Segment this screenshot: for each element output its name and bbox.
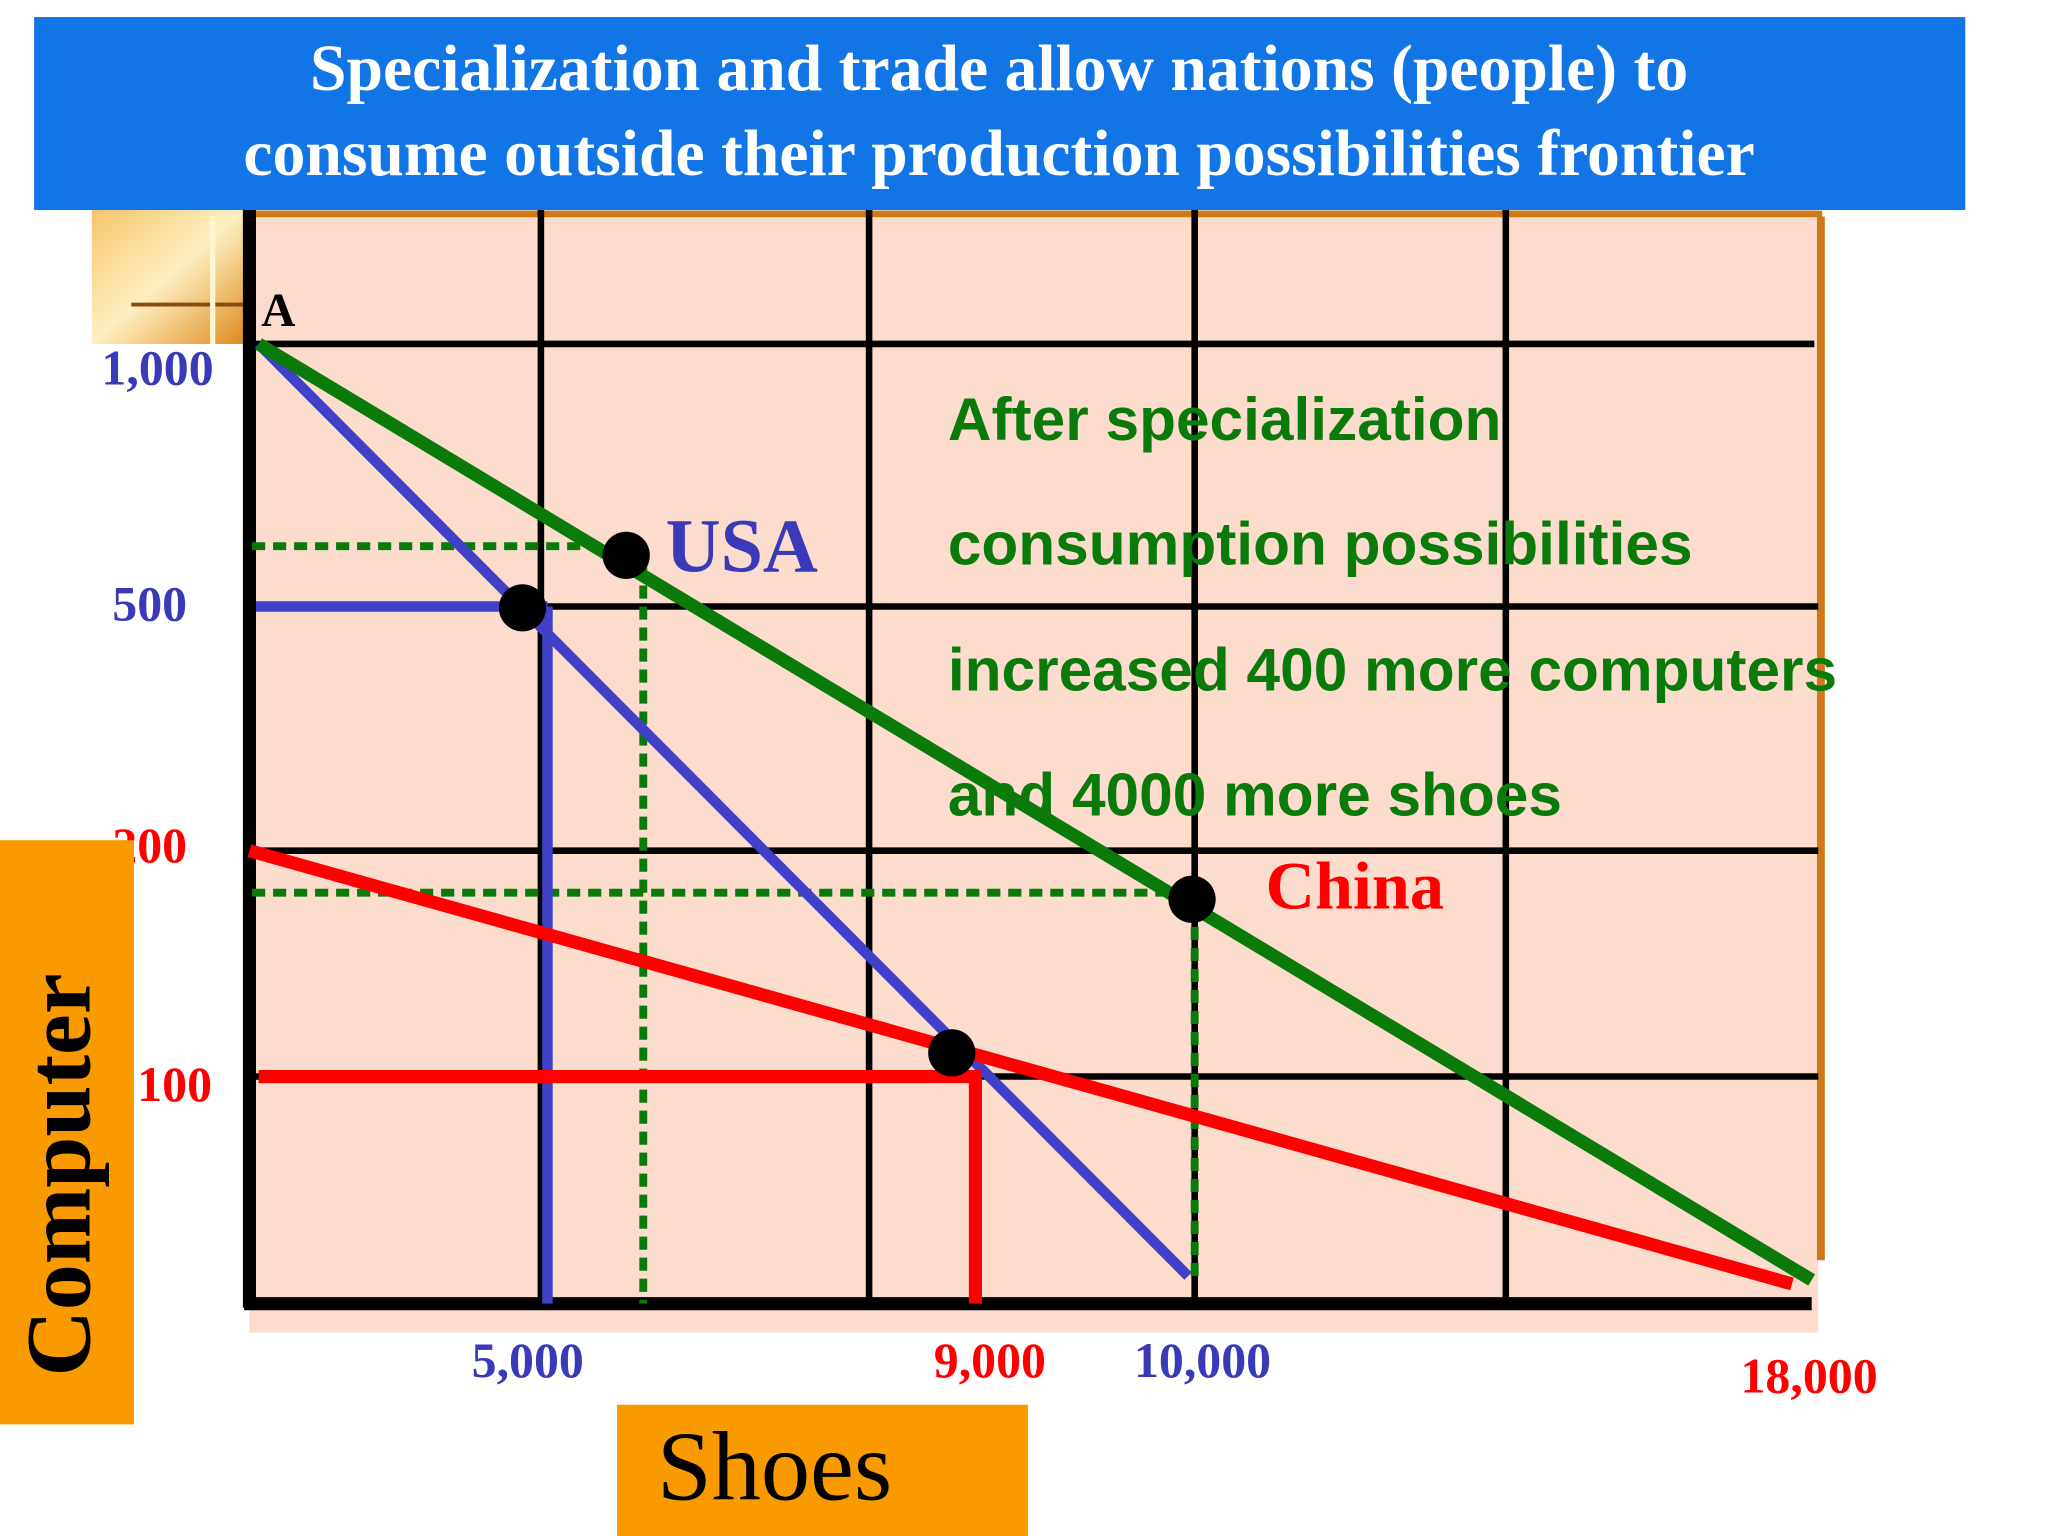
- y-axis-label-box: [0, 840, 134, 1425]
- annotation-line: and 4000 more shoes: [948, 760, 1562, 828]
- annotation-line: increased 400 more computers: [948, 636, 1837, 704]
- point: [928, 1029, 976, 1077]
- y-tick-label: 1,000: [101, 340, 213, 395]
- annotation-line: consumption possibilities: [948, 510, 1693, 578]
- point: [498, 584, 547, 632]
- point: [602, 531, 650, 579]
- title-line: consume outside their production possibi…: [243, 118, 1754, 190]
- x-tick-label: 5,000: [472, 1333, 584, 1388]
- x-tick-label: 18,000: [1740, 1349, 1877, 1404]
- trade-line: [255, 338, 1816, 1286]
- y-axis-label: Computer: [7, 973, 109, 1376]
- y-tick-label: 100: [137, 1057, 212, 1112]
- x-tick-label: 9,000: [934, 1333, 1046, 1388]
- series-label: USA: [666, 504, 818, 588]
- china-frontier: [247, 844, 1794, 1291]
- point-label: A: [261, 285, 295, 337]
- title-banner: [34, 17, 1966, 211]
- x-axis-label-box: [617, 1404, 1028, 1536]
- series-label: China: [1266, 847, 1444, 923]
- title-line: Specialization and trade allow nations (…: [310, 33, 1688, 105]
- y-tick-label: 500: [112, 577, 187, 632]
- plot-background: [249, 210, 1819, 1333]
- x-axis-label: Shoes: [657, 1413, 892, 1522]
- decoration: [91, 210, 243, 344]
- x-tick-label: 10,000: [1134, 1333, 1271, 1388]
- point: [1168, 875, 1216, 923]
- annotation-line: After specialization: [948, 385, 1502, 453]
- usa-frontier: [254, 340, 1192, 1280]
